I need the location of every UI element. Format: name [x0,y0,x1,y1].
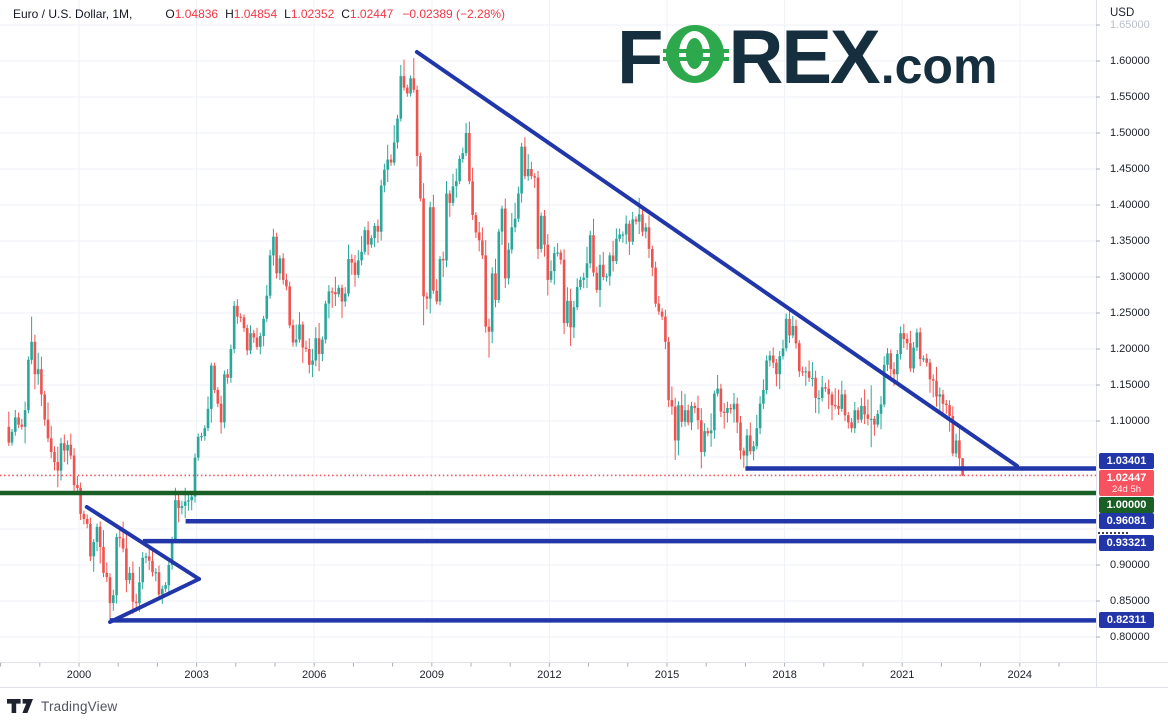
axis-dash-fragment [1098,532,1128,534]
price-tick-label: 0.85000 [1110,595,1150,607]
year-tick-label: 2021 [889,669,915,681]
watermark-letter-f: F [617,15,663,100]
price-tick-label: 1.40000 [1110,199,1150,211]
price-level-badge: 0.82311 [1099,612,1154,628]
year-tick-label: 2000 [66,669,92,681]
ohlc-open-value: 1.04836 [174,7,219,21]
tradingview-brand-text: TradingView [41,698,118,714]
price-level-badge: 0.96081 [1099,513,1154,529]
year-tick-label: 2024 [1007,669,1033,681]
forex-o-icon [663,25,730,83]
forex-o-euro-bar-top [663,49,730,53]
watermark-letters-rex: REX [728,15,880,100]
ohlc-high-value: 1.04854 [233,7,278,21]
candlestick-series [7,58,964,621]
time-axis[interactable]: 2000 2003 2006 2009 2012 2015 2018 2021 2024 [0,662,1168,687]
year-tick-label: 2015 [654,669,680,681]
ohlc-close-value: 1.02447 [349,7,394,21]
triangle-lower-line[interactable] [108,577,201,624]
last-price-badge: 1.02447 24d 5h [1099,470,1154,496]
price-tick-label-faint: 1.65000 [1110,19,1150,31]
price-level-badge: 1.00000 [1099,497,1154,513]
price-tick-label: 0.80000 [1110,631,1150,643]
triangle-upper-line[interactable] [84,505,201,581]
price-tick-label: 1.55000 [1110,91,1150,103]
year-tick-label: 2012 [537,669,562,681]
price-axis[interactable]: USD 1.65000 1.60000 1.55000 1.50000 1.45000… [1096,0,1168,687]
price-level-badge: 0.93321 [1099,535,1154,551]
ohlc-open-label: O [165,7,175,21]
bar-countdown: 24d 5h [1111,484,1142,495]
price-tick-label: 1.45000 [1110,163,1150,175]
year-tick-label: 2009 [419,669,445,681]
year-tick-label: 2003 [184,669,209,681]
price-tick-label: 1.30000 [1110,271,1150,283]
forex-o-ring [679,31,711,76]
axis-currency-label: USD [1110,7,1135,19]
price-tick-label: 1.60000 [1110,55,1150,67]
change-value: −0.02389 (−2.28%) [402,7,506,21]
forex-com-logo: F REX .com [617,20,998,96]
price-tick-label: 1.25000 [1110,307,1150,319]
price-tick-label: 1.35000 [1110,235,1150,247]
symbol-title[interactable]: Euro / U.S. Dollar, 1M, [13,7,133,21]
ohlc-low-label: L [284,7,291,21]
year-tick-label: 2018 [772,669,797,681]
tradingview-logo-icon [7,698,33,713]
watermark-dot-com: .com [880,38,998,94]
price-tick-label: 1.15000 [1110,379,1150,391]
price-tick-label: 1.10000 [1110,415,1150,427]
tradingview-attribution[interactable]: TradingView [7,697,118,715]
major-downtrend-line[interactable] [414,50,1020,468]
forex-o-euro-bar-bottom [663,57,730,61]
price-tick-label: 1.20000 [1110,343,1150,355]
legend: Euro / U.S. Dollar, 1M, O1.04836 H1.04854 L… [13,7,505,21]
price-level-badge: 1.03401 [1099,453,1154,469]
ohlc-low-value: 1.02352 [290,7,335,21]
price-tick-label: 0.90000 [1110,559,1150,571]
ohlc-high-label: H [225,7,234,21]
ohlc-close-label: C [341,7,350,21]
year-tick-label: 2006 [301,669,327,681]
price-tick-label: 1.50000 [1110,127,1150,139]
